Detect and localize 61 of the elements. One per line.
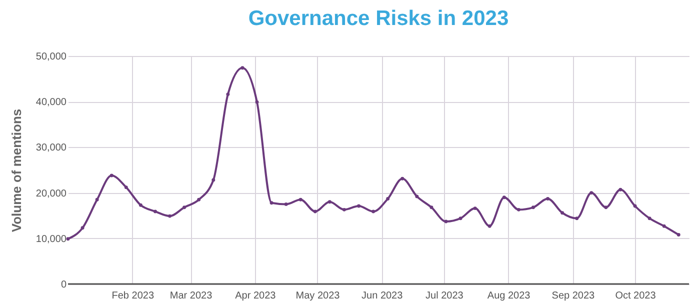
point: [110, 174, 114, 178]
x-tick-label: Jun 2023: [362, 290, 404, 302]
point: [633, 204, 637, 208]
point: [532, 206, 535, 210]
point: [488, 224, 492, 228]
x-tick-label: May 2023: [296, 290, 340, 302]
point: [95, 198, 99, 202]
point: [386, 197, 390, 200]
point: [212, 178, 216, 182]
point: [197, 198, 201, 202]
point: [516, 208, 520, 212]
point: [473, 206, 477, 210]
point: [400, 176, 404, 180]
point: [560, 211, 564, 215]
y-tick-label: 30,000: [36, 142, 67, 154]
y-tick-label: 50,000: [36, 52, 67, 62]
point: [372, 210, 376, 214]
point: [168, 214, 172, 218]
point: [444, 220, 448, 224]
point: [676, 233, 680, 236]
x-tick-label: Oct 2023: [615, 290, 656, 302]
point: [80, 226, 84, 230]
y-tick-label: 20,000: [36, 188, 67, 200]
point: [604, 206, 608, 210]
point: [415, 194, 419, 198]
y-tick-label: 10,000: [36, 234, 67, 245]
point: [138, 203, 142, 207]
point: [66, 237, 70, 241]
y-tick-label: 40,000: [36, 97, 67, 108]
point: [298, 198, 302, 202]
x-tick-label: Sep 2023: [552, 290, 596, 302]
y-axis-title: Volume of mentions: [8, 108, 24, 232]
point: [124, 186, 128, 190]
point: [240, 66, 244, 70]
point: [328, 200, 332, 204]
x-tick-label: Jul 2023: [426, 290, 464, 302]
point: [618, 188, 622, 192]
x-tick-label: Apr 2023: [235, 290, 276, 302]
point: [575, 216, 579, 220]
x-tick-label: Aug 2023: [487, 290, 531, 302]
point: [662, 224, 666, 228]
y-tick-label: 0: [60, 280, 67, 290]
point: [284, 202, 288, 206]
point: [182, 206, 186, 210]
point: [546, 197, 550, 200]
chart-title: Governance Risks in 2023: [248, 7, 509, 30]
x-tick-label: Mar 2023: [170, 290, 213, 302]
point: [255, 100, 259, 104]
point: [270, 201, 274, 205]
point: [226, 92, 230, 96]
point: [502, 196, 506, 200]
point: [590, 191, 594, 195]
point: [313, 210, 317, 214]
x-tick-label: Feb 2023: [112, 290, 154, 302]
line-series: [66, 66, 680, 241]
point: [458, 216, 462, 220]
point: [357, 204, 360, 208]
point: [430, 206, 434, 210]
point: [154, 210, 157, 214]
point: [648, 216, 652, 220]
point: [342, 208, 346, 212]
